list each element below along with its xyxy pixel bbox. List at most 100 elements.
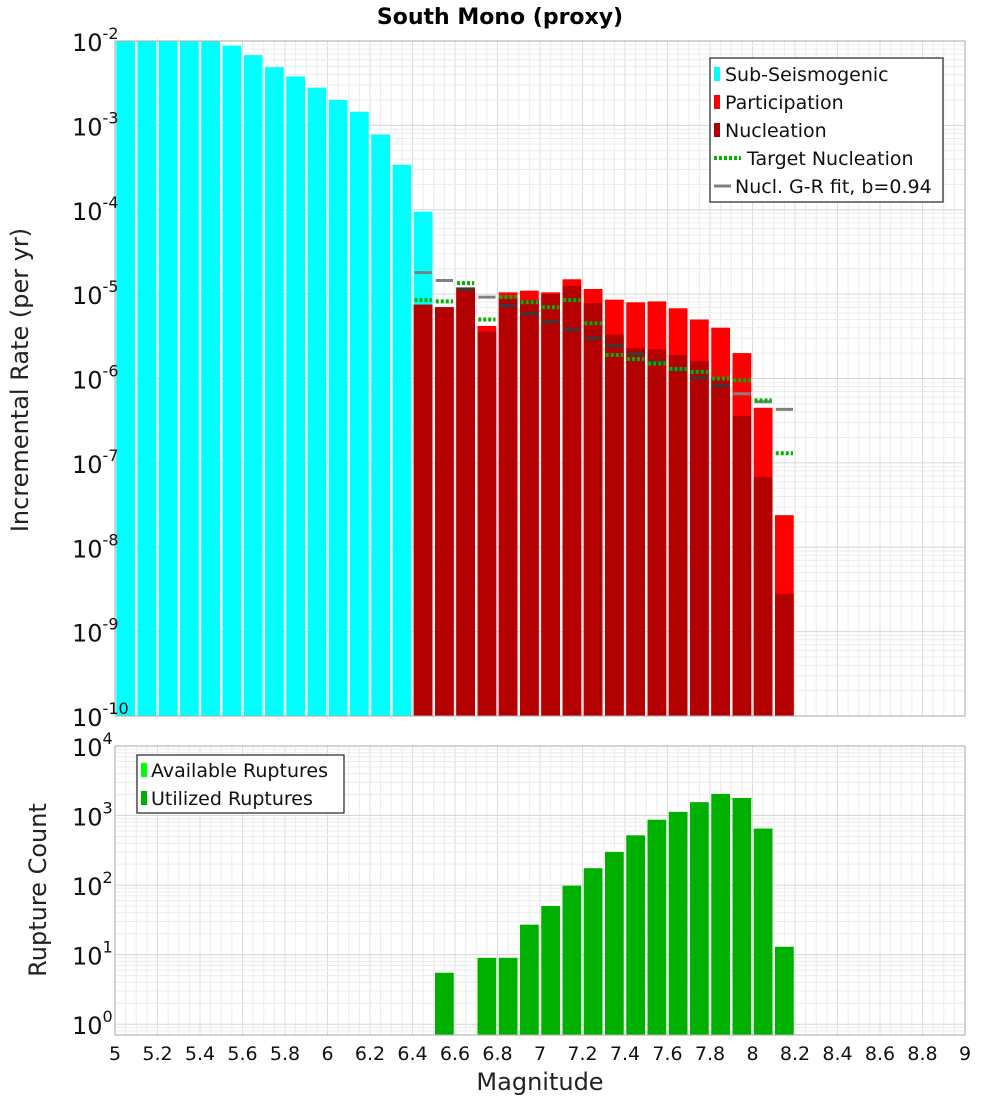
count-legend-box <box>136 754 345 814</box>
magnitude-tick-label: 6 <box>321 1043 333 1065</box>
utilized-ruptures-bar <box>562 885 582 1035</box>
rate-plot-frame <box>114 40 966 717</box>
sub-seismogenic-bar <box>371 134 390 717</box>
nucleation-bar <box>647 349 667 716</box>
magnitude-tick-label: 8.6 <box>865 1043 895 1065</box>
utilized-ruptures-bar <box>775 946 794 1035</box>
magnitude-tick-label: 5 <box>109 1043 121 1065</box>
magnitude-tick-label: 9 <box>959 1043 971 1065</box>
magnitude-tick-label: 7.8 <box>695 1043 725 1065</box>
utilized-ruptures-bar <box>605 851 624 1035</box>
count-plot-frame <box>114 745 966 1036</box>
magnitude-tick-label: 6.4 <box>397 1043 427 1065</box>
count-legend: Available Ruptures Utilized Ruptures <box>136 754 345 814</box>
rate-legend-swatch <box>714 95 720 109</box>
rate-y-tick-label: 10-3 <box>72 108 119 141</box>
count-bars <box>435 793 794 1035</box>
rate-legend-swatch <box>714 123 720 137</box>
count-legend-label: Available Ruptures <box>151 760 328 782</box>
magnitude-tick-label: 8.8 <box>907 1043 937 1065</box>
sub-seismogenic-bar <box>265 67 284 716</box>
sub-seismogenic-bar <box>137 41 157 716</box>
rate-bars <box>116 41 794 717</box>
nucleation-bar <box>626 347 645 716</box>
magnitude-tick-label: 7.6 <box>652 1043 682 1065</box>
magnitude-tick-label: 5.8 <box>270 1043 300 1065</box>
rate-legend-swatch <box>714 67 720 81</box>
utilized-ruptures-bar <box>753 828 773 1035</box>
rate-y-tick-labels: 10-10 10-9 10-8 10-7 10-6 10-5 10-4 10-3 10-2 <box>72 24 129 732</box>
magnitude-tick-label: 6.2 <box>355 1043 385 1065</box>
magnitude-tick-label: 7 <box>534 1043 546 1065</box>
utilized-ruptures-bar <box>711 793 730 1035</box>
nucleation-bar <box>435 307 454 716</box>
nucleation-bar <box>605 334 624 716</box>
sub-seismogenic-bar <box>180 41 199 716</box>
magnitude-tick-label: 6.8 <box>482 1043 512 1065</box>
count-y-tick-label: 100 <box>72 1007 113 1040</box>
nucleation-bar <box>775 593 794 716</box>
count-y-tick-label: 101 <box>72 938 113 971</box>
utilized-ruptures-bar <box>541 906 560 1035</box>
magnitude-tick-label: 6.6 <box>440 1043 470 1065</box>
magnitude-tick-label: 5.4 <box>185 1043 215 1065</box>
sub-seismogenic-bar <box>116 41 135 716</box>
rate-lines <box>414 271 793 456</box>
rate-y-tick-label: 10-6 <box>72 362 119 395</box>
count-y-tick-label: 102 <box>72 868 113 901</box>
magnitude-tick-labels: 5 5.2 5.4 5.6 5.8 6 6.2 6.4 6.6 6.8 7 7.2 7.4 7.6 7.8 8… <box>109 1043 971 1065</box>
rate-panel: 10-10 10-9 10-8 10-7 10-6 10-5 10-4 10-3 10-2 In… <box>6 24 966 732</box>
utilized-ruptures-bar <box>690 802 709 1035</box>
rate-legend-label: Target Nucleation <box>746 148 914 170</box>
count-legend-swatch <box>141 763 147 777</box>
nucleation-bar <box>477 331 497 716</box>
rate-y-tick-label: 10-9 <box>72 615 119 648</box>
rate-y-tick-label: 10-7 <box>72 446 119 479</box>
utilized-ruptures-bar <box>626 835 645 1035</box>
nucleation-bar <box>668 354 688 716</box>
utilized-ruptures-bar <box>647 819 667 1035</box>
magnitude-tick-label: 7.2 <box>567 1043 597 1065</box>
utilized-ruptures-bar <box>498 957 518 1035</box>
sub-seismogenic-bar <box>222 45 242 717</box>
rate-legend: Sub-Seismogenic Participation Nucleation Ta… <box>709 57 944 203</box>
rate-y-tick-label: 10-4 <box>72 193 119 226</box>
utilized-ruptures-bar <box>435 972 454 1035</box>
count-legend-label: Utilized Ruptures <box>151 788 313 810</box>
count-y-axis-label: Rupture Count <box>24 803 52 977</box>
count-y-tick-label: 104 <box>72 729 113 762</box>
nucleation-bar <box>583 303 603 716</box>
count-y-tick-labels: 100 101 102 103 104 <box>72 729 113 1040</box>
nucleation-bar <box>456 287 475 716</box>
nucleation-bar <box>413 304 433 716</box>
magnitude-tick-label: 5.6 <box>227 1043 257 1065</box>
magnitude-tick-label: 8.4 <box>822 1043 852 1065</box>
rate-legend-label: Nucl. G-R fit, b=0.94 <box>735 176 932 198</box>
magnitude-tick-label: 7.4 <box>610 1043 640 1065</box>
count-grid <box>114 745 966 1036</box>
magnitude-tick-label: 8 <box>746 1043 758 1065</box>
sub-seismogenic-bar <box>243 55 263 716</box>
count-y-tick-label: 103 <box>72 799 113 832</box>
nucleation-bar <box>520 300 539 716</box>
sub-seismogenic-bar <box>350 111 369 716</box>
nucleation-bar <box>753 477 773 716</box>
rate-y-tick-label: 10-5 <box>72 277 119 310</box>
rate-y-tick-label: 10-8 <box>72 530 119 563</box>
rate-y-tick-label: 10-2 <box>72 24 119 57</box>
rate-legend-label: Participation <box>725 92 844 114</box>
rate-y-tick-label: 10-10 <box>72 699 129 732</box>
rate-legend-label: Sub-Seismogenic <box>725 64 889 86</box>
nucleation-bar <box>541 294 560 716</box>
sub-seismogenic-bar <box>286 76 305 717</box>
sub-seismogenic-bar <box>392 164 412 716</box>
utilized-ruptures-bar <box>668 811 688 1035</box>
count-legend-swatch <box>141 791 147 805</box>
sub-seismogenic-bar <box>158 41 178 716</box>
utilized-ruptures-bar <box>477 957 497 1035</box>
magnitude-tick-label: 8.2 <box>780 1043 810 1065</box>
magnitude-axis-label: Magnitude <box>476 1068 603 1096</box>
utilized-ruptures-bar <box>583 868 603 1035</box>
